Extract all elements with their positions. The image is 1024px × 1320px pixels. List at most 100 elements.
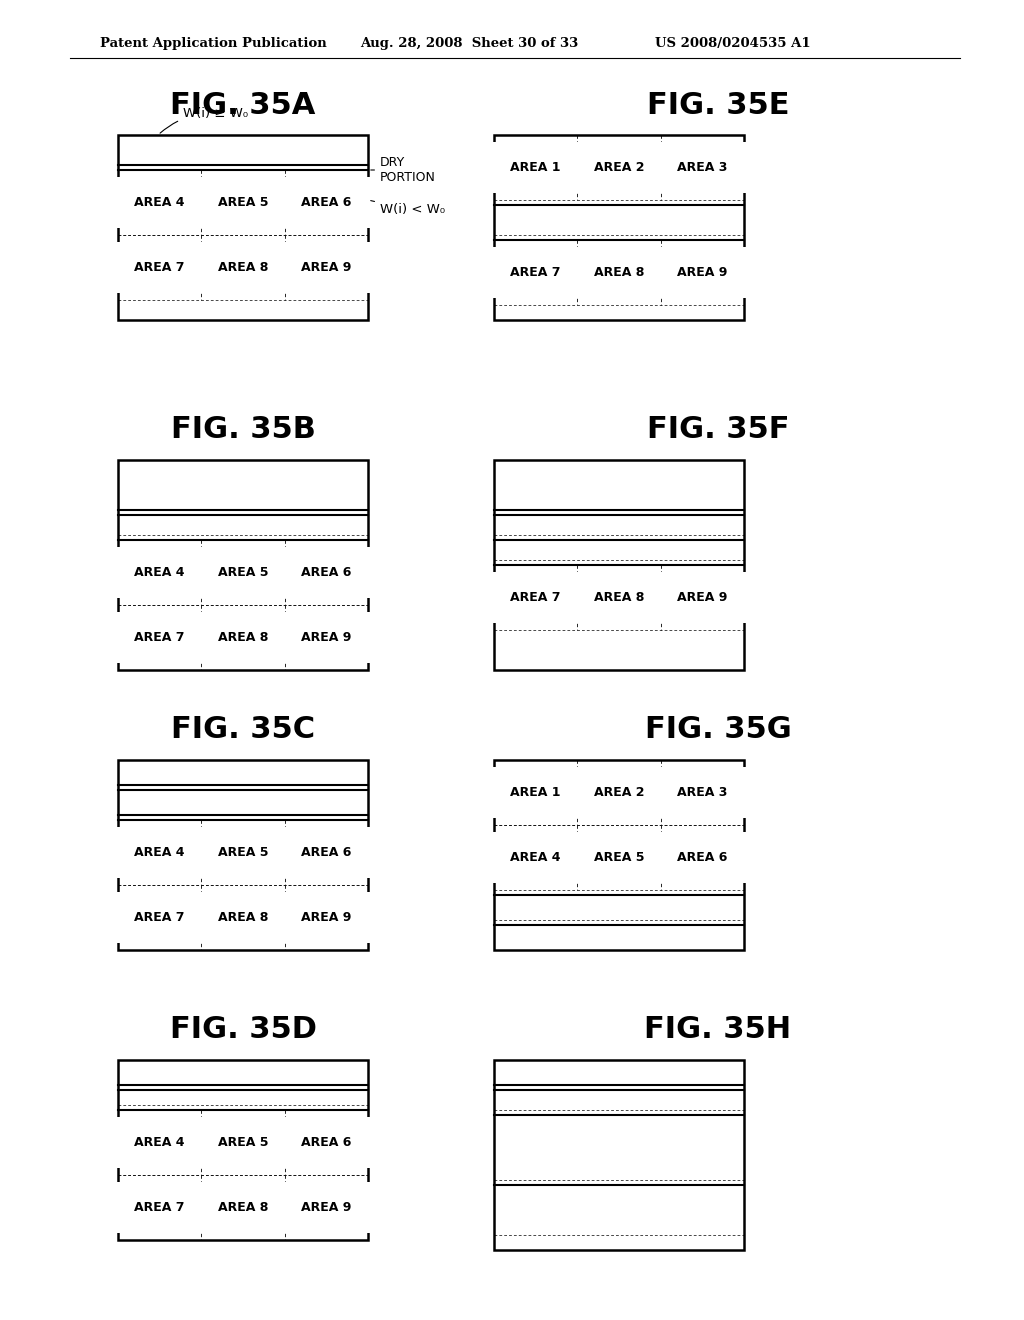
Bar (494, 565, 578, 630)
Bar (494, 1110, 744, 1115)
Bar (118, 1085, 368, 1090)
Bar (494, 235, 744, 240)
Text: AREA 7: AREA 7 (510, 267, 561, 279)
Text: AREA 8: AREA 8 (218, 911, 268, 924)
Bar (494, 240, 578, 305)
Bar (494, 1060, 744, 1250)
Bar (118, 760, 368, 950)
Text: AREA 1: AREA 1 (510, 161, 561, 174)
Text: AREA 6: AREA 6 (301, 846, 351, 859)
Bar (118, 1175, 202, 1239)
Bar (494, 895, 744, 920)
Bar (494, 630, 744, 671)
Text: AREA 9: AREA 9 (301, 1201, 351, 1214)
Bar (494, 1090, 744, 1110)
Bar (285, 540, 368, 605)
Bar (202, 1110, 285, 1175)
Bar (660, 240, 744, 305)
Text: AREA 6: AREA 6 (301, 566, 351, 579)
Bar (494, 760, 578, 825)
Bar (118, 1105, 368, 1110)
Bar (660, 565, 744, 630)
Text: AREA 9: AREA 9 (301, 911, 351, 924)
Bar (494, 535, 744, 540)
Bar (202, 884, 285, 950)
Bar (118, 515, 368, 535)
Text: AREA 5: AREA 5 (218, 1137, 268, 1148)
Text: AREA 2: AREA 2 (594, 785, 644, 799)
Bar (578, 135, 660, 201)
Bar (660, 825, 744, 890)
Text: AREA 4: AREA 4 (134, 566, 185, 579)
Bar (118, 1110, 202, 1175)
Bar (118, 135, 368, 319)
Bar (118, 535, 368, 540)
Bar (118, 170, 202, 235)
Text: FIG. 35G: FIG. 35G (645, 715, 792, 744)
Bar (494, 1115, 744, 1180)
Text: AREA 8: AREA 8 (594, 267, 644, 279)
Bar (494, 515, 744, 535)
Bar (494, 1085, 744, 1090)
Text: AREA 9: AREA 9 (677, 267, 727, 279)
Text: AREA 7: AREA 7 (134, 631, 185, 644)
Text: AREA 4: AREA 4 (510, 851, 561, 865)
Text: AREA 7: AREA 7 (134, 1201, 185, 1214)
Bar (285, 1175, 368, 1239)
Text: AREA 8: AREA 8 (218, 631, 268, 644)
Text: AREA 6: AREA 6 (677, 851, 727, 865)
Text: AREA 5: AREA 5 (218, 846, 268, 859)
Bar (118, 459, 368, 671)
Bar (494, 205, 744, 235)
Bar (118, 814, 368, 820)
Bar (202, 235, 285, 300)
Bar (202, 605, 285, 671)
Bar (118, 510, 368, 515)
Bar (494, 459, 744, 510)
Text: FIG. 35E: FIG. 35E (647, 91, 790, 120)
Text: AREA 2: AREA 2 (594, 161, 644, 174)
Bar (118, 1090, 368, 1105)
Text: DRY
PORTION: DRY PORTION (371, 156, 436, 183)
Bar (118, 760, 368, 785)
Text: AREA 3: AREA 3 (677, 161, 727, 174)
Bar (494, 760, 744, 950)
Text: AREA 5: AREA 5 (218, 566, 268, 579)
Text: AREA 9: AREA 9 (677, 591, 727, 605)
Bar (118, 300, 368, 319)
Text: AREA 8: AREA 8 (594, 591, 644, 605)
Bar (494, 135, 578, 201)
Bar (494, 1236, 744, 1250)
Bar (118, 540, 202, 605)
Bar (285, 1110, 368, 1175)
Text: AREA 5: AREA 5 (218, 195, 268, 209)
Bar (118, 884, 202, 950)
Bar (202, 1175, 285, 1239)
Bar (118, 605, 202, 671)
Text: FIG. 35B: FIG. 35B (171, 416, 315, 445)
Bar (494, 925, 744, 950)
Bar (494, 825, 578, 890)
Text: W(i) < W₀: W(i) < W₀ (371, 201, 445, 216)
Text: AREA 4: AREA 4 (134, 195, 185, 209)
Text: AREA 9: AREA 9 (301, 261, 351, 275)
Bar (118, 135, 368, 165)
Bar (202, 540, 285, 605)
Text: AREA 5: AREA 5 (594, 851, 644, 865)
Text: AREA 4: AREA 4 (134, 846, 185, 859)
Bar (578, 760, 660, 825)
Bar (494, 890, 744, 895)
Bar (578, 565, 660, 630)
Text: AREA 7: AREA 7 (134, 261, 185, 275)
Bar (285, 884, 368, 950)
Text: FIG. 35A: FIG. 35A (170, 91, 315, 120)
Text: W(i) ≥ W₀: W(i) ≥ W₀ (160, 107, 248, 133)
Bar (118, 820, 202, 884)
Text: AREA 4: AREA 4 (134, 1137, 185, 1148)
Text: Aug. 28, 2008  Sheet 30 of 33: Aug. 28, 2008 Sheet 30 of 33 (360, 37, 579, 50)
Bar (660, 135, 744, 201)
Bar (494, 560, 744, 565)
Bar (202, 820, 285, 884)
Text: AREA 7: AREA 7 (510, 591, 561, 605)
Bar (494, 510, 744, 515)
